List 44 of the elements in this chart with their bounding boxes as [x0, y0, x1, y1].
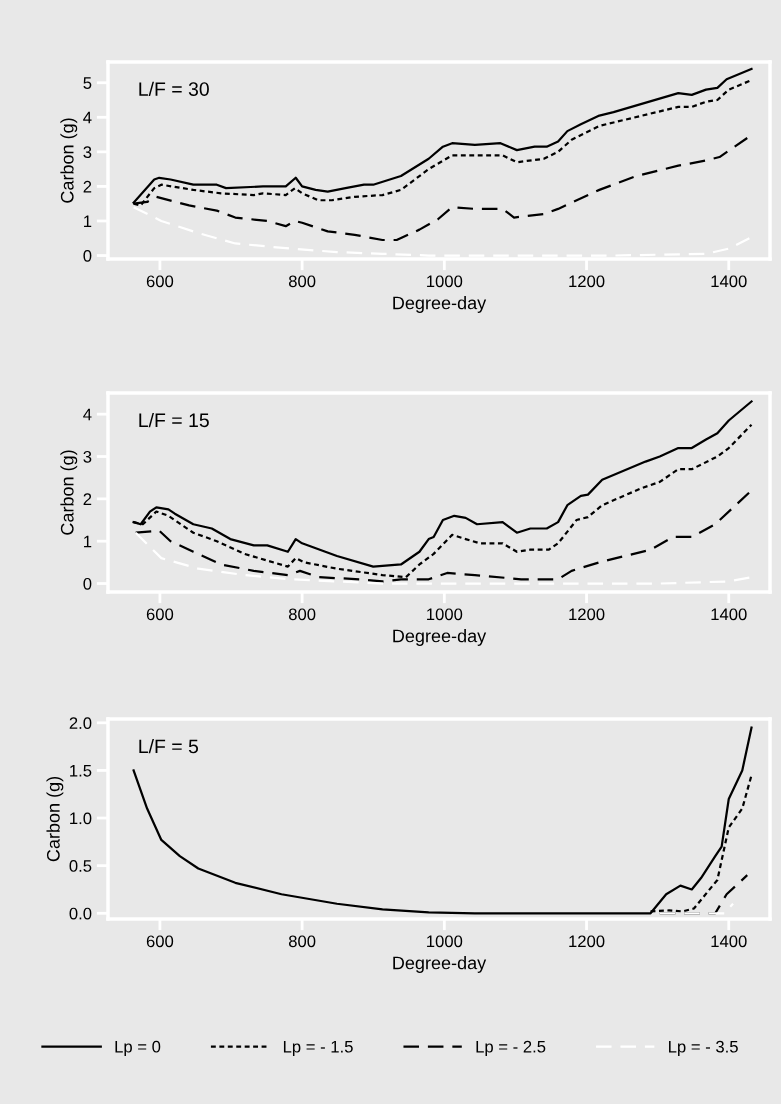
text: L/F = 30	[139, 81, 209, 96]
text: L/F = 5	[139, 739, 199, 754]
x-tick-label: 800	[288, 275, 316, 288]
y-tick-label: 0	[83, 249, 92, 262]
x-tick-label: 1400	[711, 935, 747, 948]
legend-label: Lp = - 3.5	[669, 1040, 738, 1056]
x-tick-label: 600	[146, 608, 174, 621]
legend-label: Lp = - 1.5	[283, 1040, 353, 1056]
x-tick-label: 1400	[711, 275, 747, 288]
legend-label: Lp = - 2.5	[476, 1040, 546, 1056]
x-axis-title: Degree-day	[393, 296, 487, 313]
x-tick-label: 1400	[711, 608, 747, 621]
y-tick-label: 0.5	[69, 860, 92, 872]
y-tick-label: 5	[83, 77, 92, 89]
text: L/F = 15	[139, 412, 209, 428]
y-axis-title: Carbon (g)	[60, 118, 78, 203]
y-axis-title: Carbon (g)	[60, 450, 78, 535]
x-tick-label: 1000	[427, 935, 463, 948]
x-tick-label: 1200	[569, 935, 605, 948]
y-tick-label: 2	[83, 180, 92, 193]
legend-label: Lp = 0	[115, 1040, 161, 1056]
y-axis-title: Carbon (g)	[46, 776, 64, 862]
x-axis-title: Degree-day	[393, 629, 487, 646]
y-tick-label: 2.0	[69, 717, 92, 730]
y-tick-label: 0	[83, 577, 92, 590]
x-tick-label: 1000	[427, 275, 463, 288]
x-tick-label: 1200	[569, 275, 605, 288]
y-tick-label: 3	[83, 146, 92, 159]
y-tick-label: 1.5	[70, 765, 92, 777]
y-tick-label: 0.0	[69, 907, 92, 920]
x-tick-label: 800	[288, 935, 316, 948]
x-tick-label: 600	[146, 275, 174, 288]
x-tick-label: 1000	[427, 608, 463, 621]
y-tick-label: 3	[83, 450, 92, 463]
y-tick-label: 2	[83, 493, 92, 505]
y-tick-label: 4	[83, 111, 92, 124]
x-axis-title: Degree-day	[393, 956, 487, 973]
y-tick-label: 4	[83, 408, 92, 421]
y-tick-label: 1	[84, 535, 92, 548]
x-tick-label: 600	[146, 935, 174, 948]
x-tick-label: 1200	[569, 608, 605, 621]
x-tick-label: 800	[288, 608, 316, 621]
y-tick-label: 1.0	[70, 812, 92, 825]
y-tick-label: 1	[84, 215, 92, 228]
